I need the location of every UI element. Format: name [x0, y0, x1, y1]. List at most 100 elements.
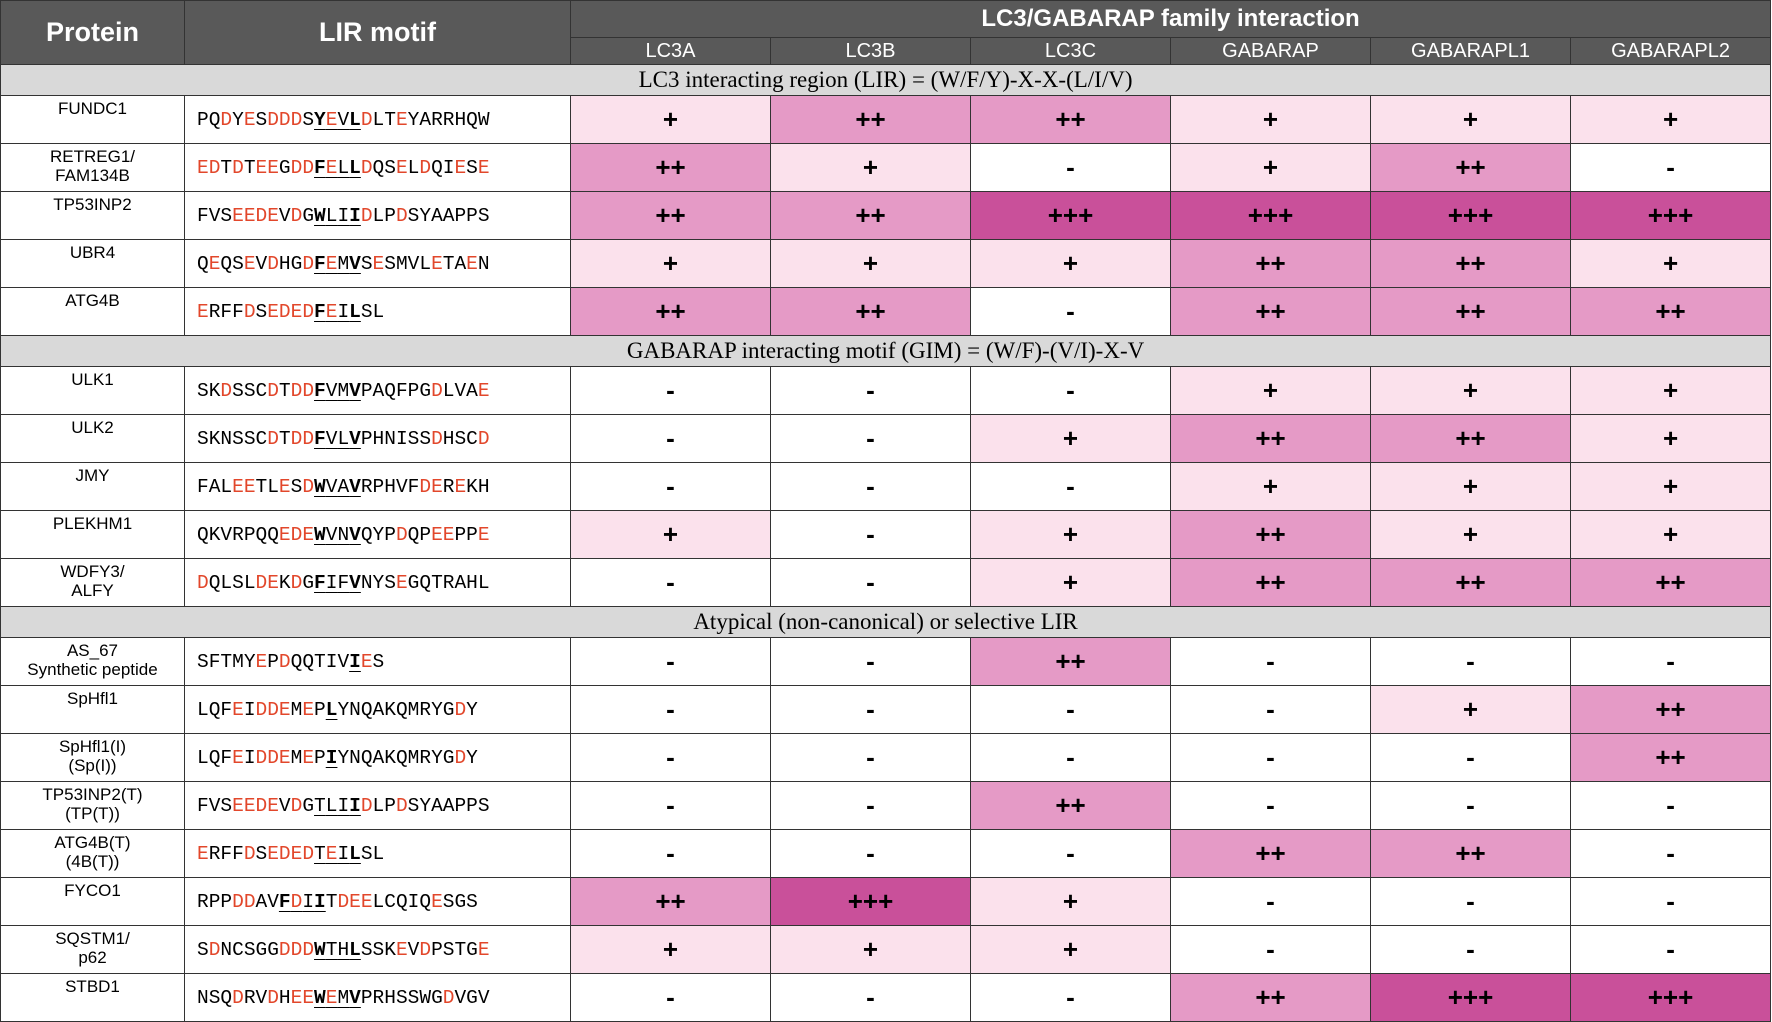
- interaction-level: -: [1370, 781, 1571, 830]
- motif-cell: QKVRPQQEDEWVNVQYPDQPEEPPE: [184, 510, 571, 559]
- motif-after: DQSELDQIESE: [360, 156, 490, 179]
- interaction-level: ++: [1170, 829, 1371, 878]
- interaction-level: -: [570, 733, 771, 782]
- protein-cell: PLEKHM1: [0, 510, 185, 559]
- motif-cell: FVSEEDEVDGTLIIDLPDSYAAPPS: [184, 781, 571, 830]
- protein-cell: SpHfl1: [0, 685, 185, 734]
- interaction-level: +: [970, 925, 1171, 974]
- motif-after: SESMVLETAEN: [360, 252, 490, 275]
- motif-before: QEQSEVDHGD: [197, 252, 315, 275]
- interaction-level: +++: [1370, 191, 1571, 240]
- interaction-level: -: [970, 733, 1171, 782]
- protein-name: (Sp(I)): [68, 756, 117, 775]
- interaction-level: -: [1170, 685, 1371, 734]
- interaction-level: +++: [1569, 973, 1772, 1022]
- motif-cell: ERFFDSEDEDTEILSL: [184, 829, 571, 878]
- protein-cell: FYCO1: [0, 877, 185, 926]
- interaction-level: ++: [970, 95, 1171, 144]
- protein-name: STBD1: [65, 977, 120, 996]
- motif-before: SKNSSCDTDD: [197, 427, 315, 450]
- column-header: GABARAP: [1170, 37, 1371, 65]
- interaction-level: +: [970, 414, 1171, 463]
- motif-before: NSQDRVDHEE: [197, 986, 315, 1009]
- motif-cell: NSQDRVDHEEWEMVPRHSSWGDVGV: [184, 973, 571, 1022]
- interaction-level: -: [970, 366, 1171, 415]
- column-header: GABARAPL1: [1370, 37, 1571, 65]
- interaction-level: -: [570, 414, 771, 463]
- interaction-level: +: [1370, 462, 1571, 511]
- interaction-level: +++: [970, 191, 1171, 240]
- interaction-level: ++: [1370, 829, 1571, 878]
- interaction-level: ++: [1370, 287, 1571, 336]
- motif-before: SKDSSCDTDD: [197, 379, 315, 402]
- interaction-level: ++: [1170, 510, 1371, 559]
- motif-cell: LQFEIDDEMEPIYNQAKQMRYGDY: [184, 733, 571, 782]
- interaction-level: -: [1170, 877, 1371, 926]
- protein-name: Synthetic peptide: [27, 660, 158, 679]
- interaction-level: +: [1569, 95, 1772, 144]
- motif-after: DLTEYARRHQW: [360, 108, 490, 131]
- interaction-level: -: [1569, 829, 1772, 878]
- interaction-level: -: [1370, 877, 1571, 926]
- interaction-level: -: [1170, 733, 1371, 782]
- interaction-level: ++: [970, 781, 1171, 830]
- interaction-level: -: [770, 462, 971, 511]
- motif-core: L: [325, 698, 338, 721]
- interaction-level: -: [1170, 637, 1371, 686]
- table-row: PLEKHM1 QKVRPQQEDEWVNVQYPDQPEEPPE + - + ++ + +: [0, 510, 1772, 559]
- motif-cell: PQDYESDDDSYEVLDLTEYARRHQW: [184, 95, 571, 144]
- motif-before: PQDYESDDDS: [197, 108, 315, 131]
- protein-cell: SpHfl1(I) (Sp(I)): [0, 733, 185, 782]
- motif-core: FVLV: [314, 427, 361, 450]
- interaction-level: -: [970, 143, 1171, 192]
- table-row: WDFY3/ALFY DQLSLDEKDGFIFVNYSEGQTRAHL - - + ++…: [0, 558, 1772, 607]
- motif-core: FEMV: [314, 252, 361, 275]
- motif-core: I: [349, 650, 361, 673]
- interaction-level: -: [570, 973, 771, 1022]
- interaction-level: -: [1370, 925, 1571, 974]
- interaction-level: +++: [1370, 973, 1571, 1022]
- interaction-level: ++: [1170, 239, 1371, 288]
- interaction-level: +: [970, 239, 1171, 288]
- motif-cell: EDTDTEEGDDFELLDQSELDQIESE: [184, 143, 571, 192]
- table-row: SpHfl1(I) (Sp(I)) LQFEIDDEMEPIYNQAKQMRYGDY…: [0, 733, 1772, 782]
- protein-name: RETREG1/: [49, 147, 136, 166]
- interaction-level: ++: [1370, 558, 1571, 607]
- motif-cell: SFTMYEPDQQTIVIES: [184, 637, 571, 686]
- table-row: TP53INP2 FVSEEDEVDGWLIIDLPDSYAAPPS ++ ++ +++…: [0, 191, 1772, 240]
- motif-cell: DQLSLDEKDGFIFVNYSEGQTRAHL: [184, 558, 571, 607]
- motif-before: ERFFDSEDED: [197, 300, 315, 323]
- interaction-level: -: [1569, 925, 1772, 974]
- interaction-level: -: [770, 973, 971, 1022]
- motif-before: SFTMYEPDQQTIV: [197, 650, 350, 673]
- interaction-level: ++: [1569, 733, 1772, 782]
- interaction-level: ++: [570, 191, 771, 240]
- motif-before: FVSEEDEVDG: [197, 204, 315, 227]
- interaction-level: -: [970, 287, 1171, 336]
- protein-name: JMY: [75, 466, 110, 485]
- motif-core: WLII: [314, 204, 361, 227]
- protein-name: p62: [78, 948, 107, 967]
- section-row: LC3 interacting region (LIR) = (W/F/Y)-X…: [0, 64, 1772, 96]
- interaction-level: +: [970, 510, 1171, 559]
- protein-name: PLEKHM1: [52, 514, 133, 533]
- interaction-level: +: [570, 510, 771, 559]
- interaction-level: +: [1370, 366, 1571, 415]
- interaction-level: ++: [1170, 287, 1371, 336]
- motif-core: WTHL: [314, 938, 361, 961]
- motif-core: FIFV: [314, 571, 361, 594]
- table-row: JMY FALEETLESDWVAVRPHVFDEREKH - - - + + +: [0, 462, 1772, 511]
- motif-cell: LQFEIDDEMEPLYNQAKQMRYGDY: [184, 685, 571, 734]
- protein-name: TP53INP2(T): [42, 785, 143, 804]
- protein-cell: UBR4: [0, 239, 185, 288]
- table-row: TP53INP2(T) (TP(T)) FVSEEDEVDGTLIIDLPDSYAA…: [0, 781, 1772, 830]
- protein-name: WDFY3/: [60, 562, 125, 581]
- protein-cell: RETREG1/FAM134B: [0, 143, 185, 192]
- protein-name: FYCO1: [64, 881, 121, 900]
- table-row: FYCO1 RPPDDAVFDIITDEELCQIQESGS ++ +++ + - - -: [0, 877, 1772, 926]
- interaction-level: -: [570, 685, 771, 734]
- protein-name: FUNDC1: [58, 99, 127, 118]
- protein-cell: FUNDC1: [0, 95, 185, 144]
- motif-after: PRHSSWGDVGV: [360, 986, 490, 1009]
